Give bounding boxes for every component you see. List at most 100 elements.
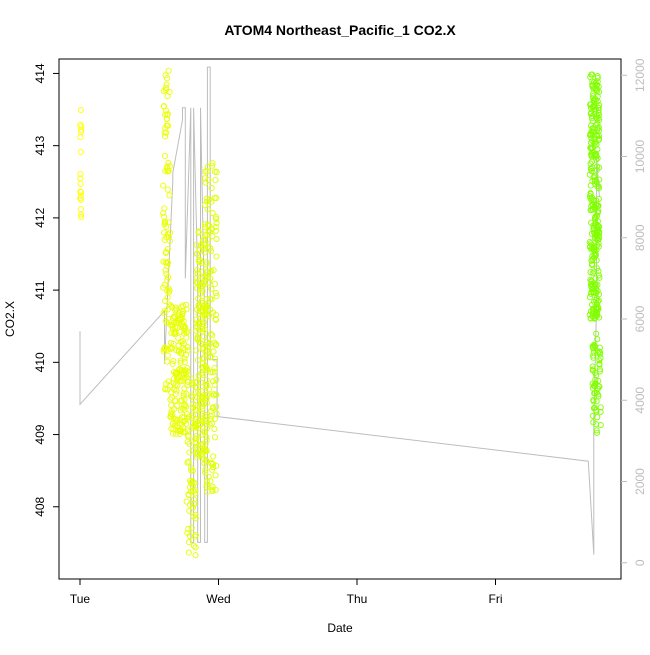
data-point — [587, 276, 594, 283]
data-point — [589, 164, 596, 171]
data-point — [205, 228, 212, 235]
data-point — [77, 107, 84, 114]
data-point — [160, 229, 168, 236]
data-point — [203, 381, 210, 388]
data-point — [596, 361, 603, 368]
data-point — [594, 385, 601, 392]
y-tick-label: 410 — [33, 352, 47, 372]
data-point — [203, 392, 210, 399]
data-point — [595, 195, 602, 202]
data-point — [162, 124, 169, 132]
data-point — [587, 73, 594, 81]
data-point — [177, 397, 184, 404]
data-point — [199, 393, 206, 400]
data-point — [596, 351, 604, 358]
data-point — [181, 396, 188, 403]
data-point — [589, 363, 596, 370]
data-point — [593, 427, 600, 434]
data-point — [595, 297, 602, 304]
data-point — [591, 220, 599, 227]
data-point — [212, 472, 219, 479]
data-point — [180, 428, 187, 435]
data-point — [587, 195, 594, 202]
data-point — [213, 216, 220, 223]
data-point — [163, 248, 170, 255]
data-point — [591, 135, 598, 142]
point-series — [77, 67, 604, 559]
data-point — [589, 270, 596, 277]
data-point — [77, 188, 84, 195]
data-point — [207, 247, 215, 255]
data-point — [202, 241, 209, 248]
data-point — [213, 235, 220, 243]
data-point — [77, 170, 84, 178]
data-point — [202, 221, 209, 228]
data-point — [168, 345, 175, 352]
data-point — [200, 356, 207, 363]
data-point — [194, 451, 201, 458]
data-point — [206, 340, 213, 347]
data-point — [169, 430, 177, 437]
data-point — [212, 316, 219, 323]
data-point — [196, 326, 203, 333]
data-point — [164, 274, 172, 281]
data-point — [590, 354, 597, 361]
data-point — [212, 177, 219, 184]
data-point — [203, 478, 211, 485]
data-point — [202, 363, 209, 370]
data-point — [180, 307, 187, 314]
y2-tick-label: 6000 — [633, 305, 647, 332]
data-point — [185, 539, 193, 546]
y2-tick-label: 0 — [633, 559, 647, 566]
data-point — [592, 252, 599, 259]
data-point — [200, 333, 207, 340]
data-point — [207, 295, 214, 302]
data-point — [77, 206, 84, 213]
data-point — [207, 330, 214, 338]
data-point — [185, 458, 192, 465]
data-point — [173, 402, 180, 409]
data-point — [594, 183, 601, 190]
data-point — [210, 390, 218, 398]
data-point — [164, 259, 171, 266]
data-point — [178, 320, 186, 327]
data-point — [596, 366, 603, 373]
data-point — [198, 412, 205, 419]
data-point — [597, 404, 604, 411]
data-point — [591, 247, 598, 255]
data-point — [195, 425, 202, 432]
data-point — [77, 192, 85, 199]
data-point — [211, 368, 218, 375]
secondary-series-line — [79, 66, 600, 555]
data-point — [586, 294, 593, 301]
data-point — [167, 396, 174, 403]
data-point — [195, 257, 202, 264]
data-point — [187, 392, 194, 400]
data-point — [191, 479, 198, 486]
data-point — [589, 126, 596, 133]
data-point — [209, 466, 216, 473]
x-tick-label: Wed — [206, 592, 230, 606]
data-point — [193, 327, 200, 334]
data-point — [169, 325, 176, 333]
data-point — [205, 243, 212, 250]
data-point — [208, 162, 216, 169]
data-point — [177, 407, 184, 414]
data-point — [161, 281, 168, 288]
data-point — [588, 241, 595, 248]
data-point — [167, 382, 174, 389]
data-point — [590, 382, 597, 390]
data-point — [168, 413, 175, 420]
data-point — [590, 305, 597, 313]
data-point — [193, 320, 200, 327]
data-point — [198, 403, 205, 410]
data-point — [193, 378, 200, 385]
data-point — [197, 379, 204, 386]
data-point — [209, 483, 216, 490]
plot-frame — [58, 58, 622, 580]
data-point — [195, 310, 202, 317]
data-point — [203, 269, 211, 276]
data-point — [164, 352, 171, 359]
data-point — [171, 313, 178, 320]
